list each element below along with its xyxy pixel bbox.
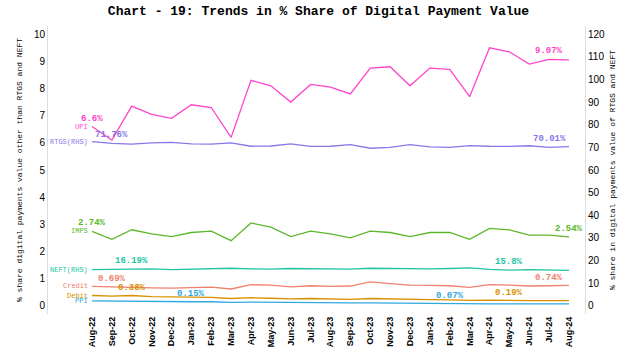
svg-text:Jan-23: Jan-23 bbox=[186, 317, 196, 346]
svg-text:Debit: Debit bbox=[67, 292, 88, 300]
svg-text:Aug-22: Aug-22 bbox=[87, 317, 97, 348]
svg-text:40: 40 bbox=[588, 210, 600, 221]
svg-text:50: 50 bbox=[588, 187, 600, 198]
svg-text:Sep-23: Sep-23 bbox=[345, 317, 355, 347]
svg-text:RTGS(RHS): RTGS(RHS) bbox=[50, 138, 88, 146]
svg-text:0.15%: 0.15% bbox=[177, 289, 205, 299]
svg-text:Feb-24: Feb-24 bbox=[445, 317, 455, 346]
svg-text:0.69%: 0.69% bbox=[98, 274, 126, 284]
svg-text:0.07%: 0.07% bbox=[436, 291, 464, 301]
svg-text:Jun-24: Jun-24 bbox=[524, 317, 534, 346]
svg-text:Aug-23: Aug-23 bbox=[325, 317, 335, 348]
svg-text:NEFT(RHS): NEFT(RHS) bbox=[50, 266, 88, 274]
svg-text:2: 2 bbox=[39, 246, 45, 257]
svg-text:0: 0 bbox=[39, 300, 45, 311]
svg-text:0.38%: 0.38% bbox=[118, 283, 146, 293]
svg-text:16.19%: 16.19% bbox=[115, 256, 148, 266]
svg-text:% share digital payments value: % share digital payments value other tha… bbox=[15, 38, 24, 302]
svg-text:5: 5 bbox=[39, 165, 45, 176]
svg-text:UPI: UPI bbox=[75, 123, 88, 131]
svg-text:10: 10 bbox=[588, 278, 600, 289]
svg-text:9: 9 bbox=[39, 56, 45, 67]
svg-text:110: 110 bbox=[588, 51, 604, 62]
svg-text:Jul-24: Jul-24 bbox=[544, 317, 554, 343]
svg-text:100: 100 bbox=[588, 74, 605, 85]
svg-text:PPI: PPI bbox=[75, 297, 88, 305]
svg-text:2.74%: 2.74% bbox=[78, 218, 106, 228]
svg-text:% share in digital payments va: % share in digital payments value of RTG… bbox=[608, 50, 617, 290]
svg-text:6: 6 bbox=[39, 137, 45, 148]
svg-text:6.6%: 6.6% bbox=[81, 114, 103, 124]
svg-text:Feb-23: Feb-23 bbox=[206, 317, 216, 346]
svg-text:May-23: May-23 bbox=[266, 317, 276, 348]
svg-text:0: 0 bbox=[588, 300, 594, 311]
svg-text:80: 80 bbox=[588, 119, 600, 130]
svg-text:Oct-22: Oct-22 bbox=[127, 317, 137, 345]
svg-text:120: 120 bbox=[588, 29, 605, 40]
svg-text:2.54%: 2.54% bbox=[555, 224, 583, 234]
svg-text:20: 20 bbox=[588, 255, 600, 266]
svg-text:Jan-24: Jan-24 bbox=[425, 317, 435, 346]
svg-text:IMPS: IMPS bbox=[71, 227, 88, 235]
svg-text:70: 70 bbox=[588, 142, 600, 153]
svg-text:Chart - 19: Trends in % Share: Chart - 19: Trends in % Share of Digital… bbox=[108, 4, 529, 19]
svg-text:Oct-23: Oct-23 bbox=[365, 317, 375, 345]
svg-text:7: 7 bbox=[39, 110, 45, 121]
svg-text:70.01%: 70.01% bbox=[533, 134, 566, 144]
svg-text:Mar-23: Mar-23 bbox=[226, 317, 236, 346]
svg-text:0.19%: 0.19% bbox=[495, 288, 523, 298]
svg-text:30: 30 bbox=[588, 232, 600, 243]
svg-text:May-24: May-24 bbox=[504, 317, 514, 348]
svg-text:Nov-22: Nov-22 bbox=[147, 317, 157, 347]
svg-text:71.76%: 71.76% bbox=[95, 130, 128, 140]
svg-text:60: 60 bbox=[588, 165, 600, 176]
svg-text:Jul-23: Jul-23 bbox=[306, 317, 316, 343]
svg-text:9.07%: 9.07% bbox=[535, 46, 563, 56]
svg-text:3: 3 bbox=[39, 219, 45, 230]
svg-text:15.8%: 15.8% bbox=[495, 257, 523, 267]
svg-text:1: 1 bbox=[39, 273, 45, 284]
svg-text:Apr-24: Apr-24 bbox=[484, 317, 494, 346]
svg-text:8: 8 bbox=[39, 83, 45, 94]
svg-text:10: 10 bbox=[34, 29, 46, 40]
svg-text:Credit: Credit bbox=[63, 282, 88, 290]
svg-text:Nov-23: Nov-23 bbox=[385, 317, 395, 347]
svg-text:90: 90 bbox=[588, 97, 600, 108]
svg-text:Jun-23: Jun-23 bbox=[286, 317, 296, 346]
svg-text:Dec-22: Dec-22 bbox=[166, 317, 176, 347]
svg-text:0.74%: 0.74% bbox=[535, 273, 563, 283]
svg-text:Sep-22: Sep-22 bbox=[107, 317, 117, 347]
svg-text:Mar-24: Mar-24 bbox=[465, 317, 475, 346]
svg-text:Aug-24: Aug-24 bbox=[564, 317, 574, 348]
svg-text:4: 4 bbox=[39, 192, 45, 203]
svg-text:Apr-23: Apr-23 bbox=[246, 317, 256, 346]
svg-text:Dec-23: Dec-23 bbox=[405, 317, 415, 347]
